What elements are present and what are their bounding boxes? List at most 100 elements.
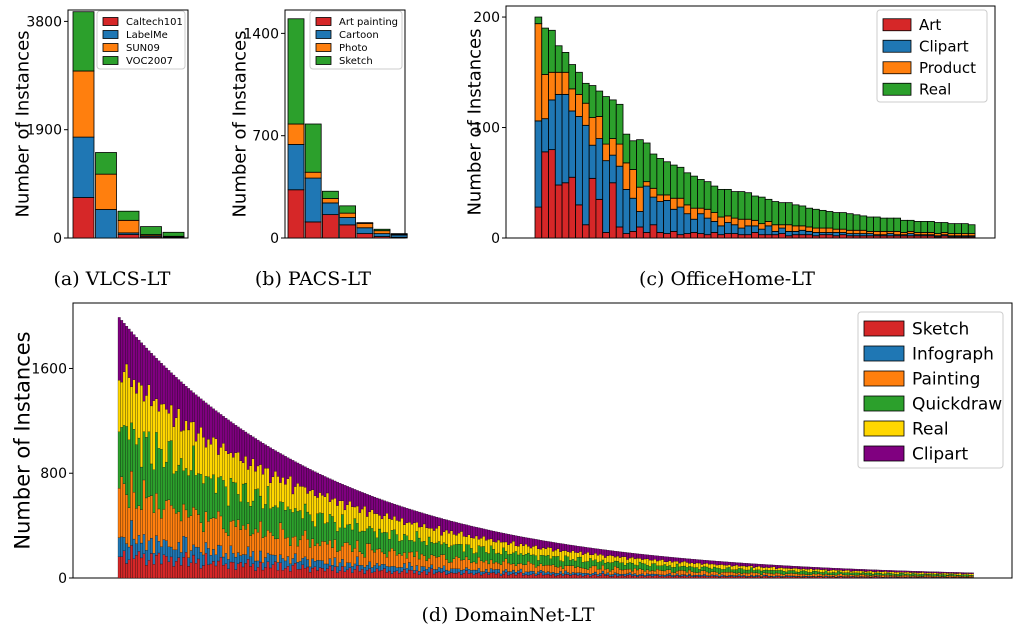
bar-segment — [442, 571, 446, 579]
bar-segment — [725, 572, 729, 577]
bar-segment — [663, 233, 671, 239]
bar-segment — [618, 574, 622, 576]
bar-segment — [393, 571, 396, 579]
bar-segment — [670, 557, 674, 563]
bar-segment — [586, 552, 590, 562]
bar-segment — [189, 550, 193, 563]
bar-segment — [685, 562, 689, 568]
bar-segment — [492, 562, 496, 570]
bar-segment — [832, 574, 835, 577]
bar-segment — [765, 567, 768, 571]
bar-segment — [120, 476, 124, 538]
bar-segment — [904, 575, 907, 578]
bar-segment — [388, 570, 391, 579]
bar-segment — [633, 553, 637, 560]
bar-segment — [177, 464, 181, 512]
bar-segment — [484, 529, 488, 541]
bar-segment — [665, 574, 669, 577]
bar-segment — [598, 549, 602, 555]
bar-segment — [613, 566, 617, 573]
bar-segment — [328, 565, 332, 579]
bar-segment — [524, 537, 528, 545]
bar-segment — [239, 460, 243, 503]
bar-segment — [656, 574, 659, 576]
bar-segment — [422, 570, 426, 579]
bar-segment — [638, 575, 642, 579]
bar-segment — [633, 558, 637, 566]
bar-segment — [534, 539, 538, 546]
legend-swatch — [102, 43, 119, 52]
bar-segment — [291, 460, 295, 495]
bar-segment — [462, 536, 466, 552]
bar-segment — [229, 421, 233, 453]
bar-segment — [197, 558, 200, 579]
bar-segment — [812, 569, 816, 572]
bar-segment — [167, 499, 171, 547]
bar-segment — [633, 575, 637, 579]
bar-segment — [326, 492, 329, 523]
bar-segment — [331, 565, 334, 571]
bar-segment — [259, 464, 262, 497]
bar-segment — [906, 570, 910, 573]
bar-segment — [182, 557, 186, 579]
bar-segment — [670, 576, 674, 579]
bar-segment — [825, 211, 834, 229]
bar-segment — [861, 570, 865, 573]
bar-segment — [891, 571, 895, 574]
bar-segment — [529, 538, 533, 549]
bar-segment — [378, 528, 382, 549]
bar-segment — [643, 571, 647, 576]
bar-segment — [817, 576, 820, 579]
bar-segment — [745, 569, 749, 574]
bar-segment — [581, 102, 590, 126]
bar-segment — [430, 528, 434, 543]
bar-segment — [541, 118, 549, 153]
bar-segment — [866, 569, 870, 572]
bar-segment — [725, 575, 729, 578]
bar-segment — [125, 326, 129, 365]
bar-segment — [164, 556, 168, 579]
bar-segment — [502, 570, 506, 575]
bar-segment — [360, 565, 364, 570]
bar-segment — [380, 518, 384, 534]
legend-swatch — [315, 43, 332, 52]
bar-segment — [700, 559, 704, 565]
bar-segment — [251, 458, 255, 502]
bar-segment — [174, 513, 178, 551]
bar-segment — [561, 93, 570, 184]
bar-segment — [603, 569, 607, 575]
bar-segment — [717, 188, 725, 218]
bar-segment — [735, 573, 739, 576]
bar-segment — [842, 572, 845, 575]
bar-segment — [799, 566, 803, 570]
bar-segment — [805, 230, 813, 236]
bar-segment — [425, 545, 429, 561]
legend-swatch — [882, 82, 912, 96]
bar-segment — [400, 518, 404, 541]
bar-segment — [802, 576, 806, 579]
bar-segment — [519, 568, 523, 573]
bar-segment — [474, 569, 478, 574]
bar-segment — [373, 571, 377, 579]
bar-segment — [807, 574, 811, 577]
bar-segment — [586, 561, 590, 570]
bar-segment — [308, 566, 312, 573]
bar-segment — [785, 224, 793, 232]
bar-segment — [574, 567, 577, 574]
bar-segment — [316, 570, 320, 579]
bar-segment — [403, 552, 406, 564]
bar-segment — [326, 543, 329, 565]
bar-segment — [279, 562, 282, 579]
bar-segment — [631, 570, 634, 575]
bar-segment — [281, 558, 285, 571]
y-axis-label: Number of Instances — [464, 28, 485, 215]
bar-segment — [286, 566, 290, 579]
bar-segment — [529, 563, 533, 572]
bar-segment — [549, 565, 553, 573]
bar-segment — [455, 568, 458, 574]
bar-segment — [730, 571, 734, 576]
bar-segment — [725, 561, 729, 566]
bar-segment — [819, 574, 823, 577]
bar-segment — [536, 565, 540, 572]
bar-segment — [269, 554, 272, 569]
